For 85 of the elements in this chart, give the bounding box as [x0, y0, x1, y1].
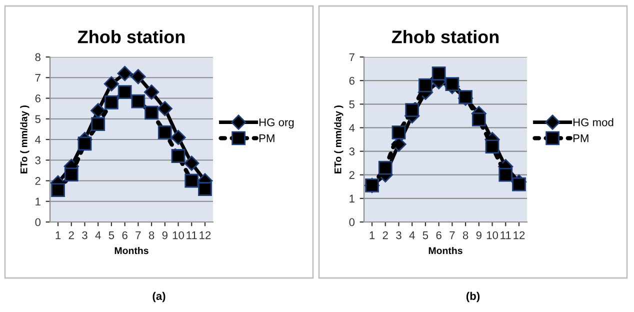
y-tick-label: 2 — [35, 177, 40, 185]
point — [445, 77, 460, 92]
point — [51, 183, 65, 197]
point — [171, 149, 186, 163]
y-tick-label: 7 — [35, 74, 40, 82]
point — [117, 66, 132, 82]
y-axis-title: ETo ( mm/day ) — [20, 106, 30, 174]
y-tick-label: 0 — [349, 218, 355, 226]
x-tick-label: 5 — [108, 231, 114, 240]
point — [170, 130, 186, 146]
chart-title: Zhob station — [78, 30, 185, 44]
x-tick-label: 6 — [436, 231, 442, 240]
point — [378, 160, 392, 175]
x-axis-title: Months — [428, 246, 462, 254]
y-tick-label: 1 — [350, 194, 354, 202]
x-tick-label: 4 — [95, 231, 101, 240]
point — [418, 78, 432, 92]
point — [104, 76, 120, 92]
x-tick-label: 1 — [370, 231, 375, 240]
x-tick-label: 2 — [382, 231, 388, 240]
x-tick-label: 7 — [450, 231, 455, 240]
point — [498, 168, 513, 182]
y-axis-title: ETo ( mm/day ) — [334, 106, 344, 174]
legend-label: PM — [573, 134, 588, 142]
y-tick-label: 0 — [35, 218, 41, 226]
point — [130, 69, 146, 84]
point — [144, 84, 160, 100]
x-tick-label: 5 — [422, 231, 428, 240]
point — [157, 100, 172, 116]
y-tick-label: 5 — [349, 100, 355, 108]
legend-label: HG mod — [573, 118, 614, 126]
x-tick-label: 8 — [148, 231, 154, 240]
point — [512, 177, 526, 192]
chart-title: Zhob station — [392, 30, 499, 44]
point — [198, 182, 212, 196]
x-tick-label: 11 — [500, 231, 511, 240]
point — [432, 66, 446, 80]
x-tick-label: 8 — [462, 231, 468, 240]
x-tick-label: 9 — [476, 231, 482, 240]
x-tick-label: 6 — [122, 231, 128, 240]
x-tick-label: 2 — [68, 231, 74, 240]
point — [458, 90, 472, 104]
x-tick-label: 10 — [486, 231, 498, 240]
text: (a) — [152, 292, 166, 302]
x-tick-label: 9 — [162, 231, 168, 240]
point — [158, 125, 172, 140]
y-tick-label: 7 — [349, 53, 354, 62]
point — [144, 106, 158, 120]
point — [365, 178, 379, 192]
legend-label: HG org — [259, 118, 294, 128]
y-tick-label: 5 — [35, 115, 41, 124]
point — [485, 140, 500, 154]
point — [131, 94, 146, 108]
x-tick-label: 7 — [136, 231, 141, 240]
point — [184, 156, 200, 171]
point — [184, 174, 199, 188]
point — [90, 103, 106, 118]
point — [392, 125, 406, 140]
x-tick-label: 1 — [56, 231, 61, 240]
x-tick-label: 3 — [82, 231, 88, 240]
point — [118, 85, 132, 100]
y-tick-label: 3 — [35, 156, 40, 164]
y-tick-label: 8 — [35, 53, 40, 62]
point — [405, 103, 420, 117]
point — [472, 112, 486, 126]
x-tick-label: 10 — [172, 231, 184, 240]
x-tick-label: 4 — [409, 231, 415, 240]
point — [104, 95, 118, 110]
y-tick-label: 2 — [349, 171, 354, 179]
x-tick-label: 12 — [514, 231, 525, 240]
y-tick-label: 6 — [35, 94, 40, 102]
text: (b) — [466, 292, 480, 302]
y-tick-label: 1 — [36, 198, 40, 206]
y-tick-label: 4 — [349, 124, 355, 132]
x-tick-label: 3 — [396, 231, 402, 240]
y-tick-label: 4 — [35, 136, 41, 144]
x-tick-label: 11 — [186, 231, 197, 240]
point — [91, 117, 106, 131]
point — [78, 136, 92, 151]
y-tick-label: 6 — [349, 76, 354, 85]
legend-label: PM — [259, 134, 274, 142]
x-tick-label: 12 — [200, 231, 211, 240]
x-axis-title: Months — [114, 246, 148, 254]
point — [64, 168, 78, 182]
y-tick-label: 3 — [349, 148, 354, 156]
